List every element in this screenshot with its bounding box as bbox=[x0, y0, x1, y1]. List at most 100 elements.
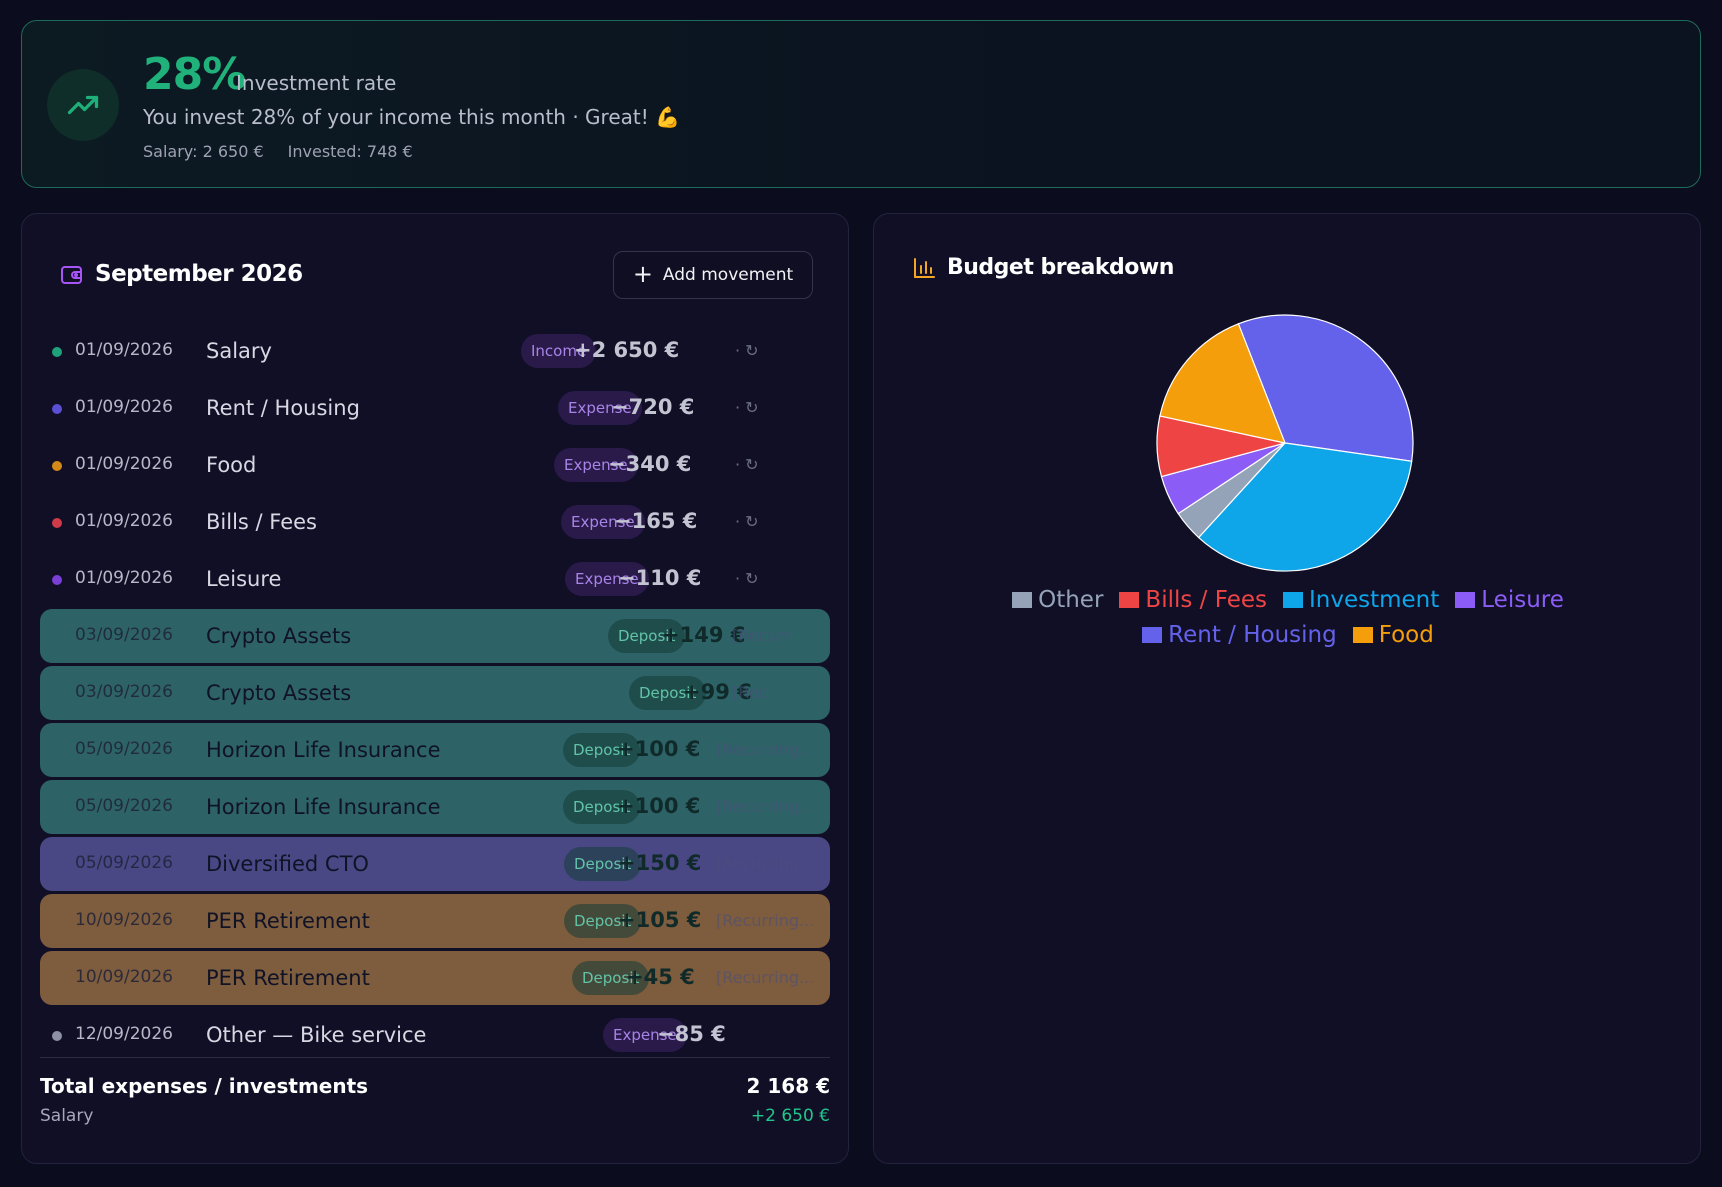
pie-slice-food[interactable] bbox=[1159, 323, 1286, 444]
recurring-icon[interactable]: · ↻ bbox=[735, 569, 759, 588]
movement-name: Crypto Assets bbox=[206, 624, 352, 648]
movement-type-badge: Expense bbox=[554, 448, 638, 482]
legend-label: Rent / Housing bbox=[1168, 622, 1337, 648]
movement-row[interactable]: 01/09/2026 Salary Income +2 650 € · ↻ bbox=[40, 324, 830, 378]
movement-type-badge: Deposit bbox=[563, 790, 641, 824]
add-movement-button[interactable]: + Add movement bbox=[613, 251, 813, 299]
category-dot bbox=[52, 518, 62, 528]
movement-row[interactable]: 03/09/2026 Crypto Assets Deposit +99 € [Rec bbox=[40, 666, 830, 720]
legend-label: Food bbox=[1378, 622, 1434, 648]
recurring-label: [Recurring... bbox=[716, 911, 812, 930]
recurring-icon[interactable]: · ↻ bbox=[735, 455, 759, 474]
movement-date: 01/09/2026 bbox=[75, 340, 173, 360]
movement-amount: +105 € bbox=[618, 908, 702, 932]
movement-type-badge: Expense bbox=[603, 1018, 687, 1052]
movement-row[interactable]: 01/09/2026 Bills / Fees Expense −165 € · ↻ bbox=[40, 495, 830, 549]
movement-date: 10/09/2026 bbox=[75, 967, 173, 987]
recurring-icon[interactable]: · ↻ bbox=[735, 341, 759, 360]
category-dot bbox=[52, 575, 62, 585]
movement-name: Rent / Housing bbox=[206, 396, 360, 420]
bar-chart-icon bbox=[912, 257, 936, 283]
movement-name: Horizon Life Insurance bbox=[206, 738, 441, 762]
legend-swatch bbox=[1119, 592, 1140, 608]
movement-row[interactable]: 01/09/2026 Leisure Expense −110 € · ↻ bbox=[40, 552, 830, 606]
legend-label: Bills / Fees bbox=[1145, 587, 1267, 613]
movement-row[interactable]: 10/09/2026 PER Retirement Deposit +105 € [Re… bbox=[40, 894, 830, 948]
movement-date: 10/09/2026 bbox=[75, 910, 173, 930]
salary-label: Salary bbox=[40, 1106, 94, 1126]
movement-amount: +150 € bbox=[618, 851, 702, 875]
movement-row[interactable]: 01/09/2026 Food Expense −340 € · ↻ bbox=[40, 438, 830, 492]
movement-amount: −340 € bbox=[608, 452, 692, 476]
movement-amount: −85 € bbox=[657, 1022, 726, 1046]
legend-swatch bbox=[1282, 592, 1303, 608]
legend-swatch bbox=[1142, 627, 1163, 643]
movement-type-badge: Expense bbox=[565, 562, 649, 596]
legend-item[interactable]: Bills / Fees bbox=[1119, 587, 1267, 613]
movement-row[interactable]: 01/09/2026 Rent / Housing Expense −720 € · ↻ bbox=[40, 381, 830, 435]
movement-date: 05/09/2026 bbox=[75, 739, 173, 759]
recurring-icon[interactable]: · ↻ bbox=[735, 512, 759, 531]
movements-list: 01/09/2026 Salary Income +2 650 € · ↻ 01/09/2… bbox=[40, 324, 830, 1065]
movement-type-badge: Expense bbox=[558, 391, 642, 425]
movement-name: Crypto Assets bbox=[206, 681, 352, 705]
total-value: 2 168 € bbox=[746, 1074, 830, 1098]
movement-date: 01/09/2026 bbox=[75, 397, 173, 417]
movement-name: Leisure bbox=[206, 567, 282, 591]
movement-name: Bills / Fees bbox=[206, 510, 317, 534]
legend-label: Other bbox=[1038, 587, 1104, 613]
recurring-label: [Recurring... bbox=[716, 968, 812, 987]
movement-row[interactable]: 05/09/2026 Horizon Life Insurance Deposit +… bbox=[40, 723, 830, 777]
pie-slice-rent-housing[interactable] bbox=[1237, 314, 1414, 462]
legend-item[interactable]: Food bbox=[1352, 622, 1434, 648]
movement-date: 05/09/2026 bbox=[75, 796, 173, 816]
pie-slice-investment[interactable] bbox=[1197, 442, 1413, 572]
trending-up-icon bbox=[47, 69, 119, 141]
investment-rate-label: Investment rate bbox=[236, 71, 397, 95]
movement-name: Diversified CTO bbox=[206, 852, 369, 876]
movement-type-badge: Expense bbox=[561, 505, 645, 539]
legend-item[interactable]: Leisure bbox=[1455, 587, 1564, 613]
legend-item[interactable]: Rent / Housing bbox=[1142, 622, 1337, 648]
movement-name: Horizon Life Insurance bbox=[206, 795, 441, 819]
movement-row[interactable]: 05/09/2026 Horizon Life Insurance Deposit +… bbox=[40, 780, 830, 834]
movement-name: PER Retirement bbox=[206, 909, 370, 933]
category-dot bbox=[52, 1031, 62, 1041]
recurring-label: [Recurring... bbox=[716, 740, 812, 759]
divider bbox=[40, 1057, 830, 1058]
movement-type-badge: Income bbox=[521, 334, 597, 368]
plus-icon: + bbox=[632, 260, 653, 288]
movement-type-badge: Deposit bbox=[572, 961, 650, 995]
movement-row[interactable]: 03/09/2026 Crypto Assets Deposit +149 € [Rec… bbox=[40, 609, 830, 663]
recurring-label: [Rec bbox=[732, 683, 768, 702]
movement-row[interactable]: 12/09/2026 Other — Bike service Expense −85… bbox=[40, 1008, 830, 1062]
movement-type-badge: Deposit bbox=[564, 847, 642, 881]
movement-type-badge: Deposit bbox=[608, 619, 686, 653]
recurring-label: [Recurring... bbox=[716, 797, 812, 816]
legend-label: Leisure bbox=[1481, 587, 1564, 613]
movement-date: 01/09/2026 bbox=[75, 568, 173, 588]
budget-breakdown-title: Budget breakdown bbox=[947, 255, 1174, 280]
movement-date: 05/09/2026 bbox=[75, 853, 173, 873]
investment-message: You invest 28% of your income this month… bbox=[143, 105, 681, 129]
movement-row[interactable]: 10/09/2026 PER Retirement Deposit +45 € [Rec… bbox=[40, 951, 830, 1005]
investment-rate-banner: 28% Investment rate You invest 28% of yo… bbox=[21, 20, 1701, 188]
total-label: Total expenses / investments bbox=[40, 1074, 369, 1098]
legend-item[interactable]: Investment bbox=[1282, 587, 1439, 613]
movements-panel: September 2026 + Add movement 01/09/2026… bbox=[21, 213, 849, 1164]
legend-item[interactable]: Other bbox=[1012, 587, 1103, 613]
legend-line: Rent / Housing Food bbox=[874, 622, 1702, 648]
legend-line: Other Bills / Fees Investment Leisure bbox=[874, 587, 1702, 613]
budget-pie-chart bbox=[1156, 314, 1414, 572]
movement-name: Food bbox=[206, 453, 257, 477]
movement-name: PER Retirement bbox=[206, 966, 370, 990]
banner-summary: Salary: 2 650 € Invested: 748 € bbox=[143, 142, 413, 161]
movement-row[interactable]: 05/09/2026 Diversified CTO Deposit +150 € [R… bbox=[40, 837, 830, 891]
movement-date: 12/09/2026 bbox=[75, 1024, 173, 1044]
movement-amount: +2 650 € bbox=[574, 338, 680, 362]
movement-amount: −165 € bbox=[614, 509, 698, 533]
movement-date: 01/09/2026 bbox=[75, 454, 173, 474]
investment-rate-value: 28% bbox=[143, 49, 246, 100]
salary-summary: Salary: 2 650 € bbox=[143, 142, 264, 161]
recurring-icon[interactable]: · ↻ bbox=[735, 398, 759, 417]
